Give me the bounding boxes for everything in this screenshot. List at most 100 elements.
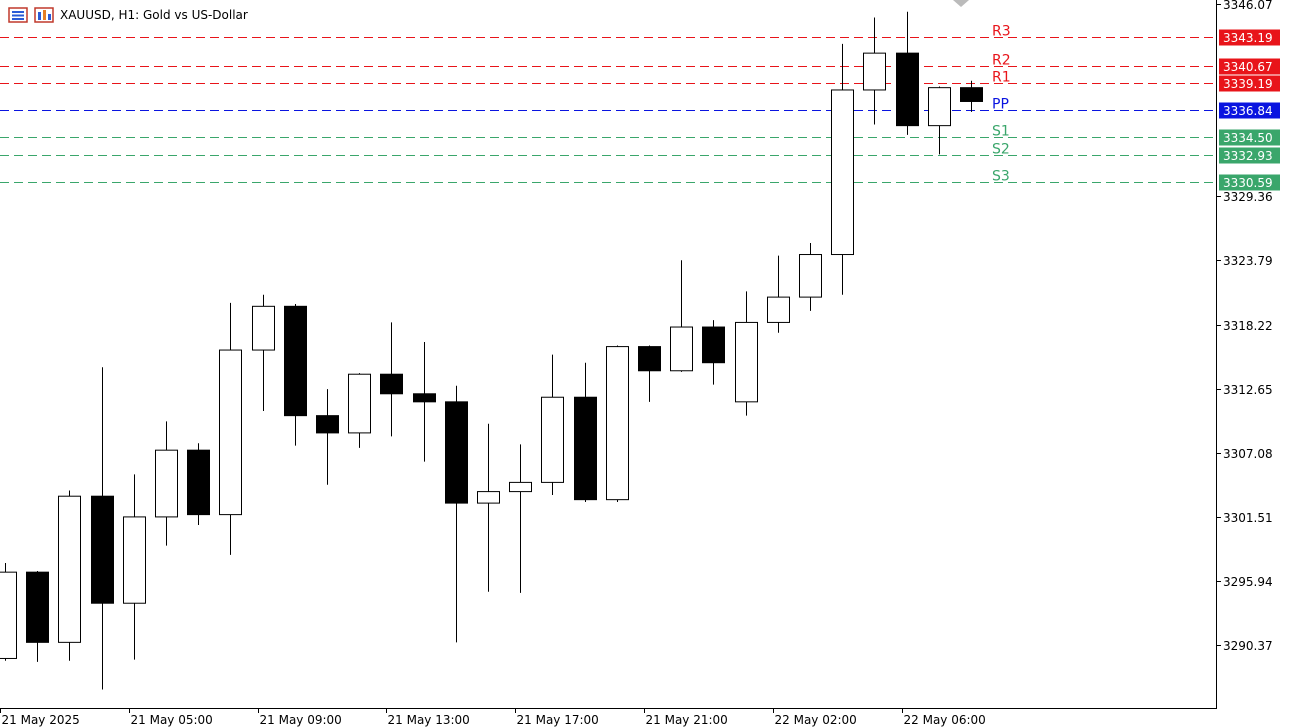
chart-icon[interactable] [8, 6, 28, 24]
candle[interactable] [445, 385, 468, 643]
candle[interactable] [380, 322, 403, 437]
level-price-text-pp: 3336.84 [1223, 104, 1273, 118]
level-label-r3: R3 [992, 24, 1011, 40]
candle[interactable] [413, 341, 436, 462]
level-label-r1: R1 [992, 70, 1011, 86]
candle[interactable] [91, 367, 114, 690]
price-tick-label: 3346.07 [1223, 0, 1273, 12]
candle-body [863, 52, 886, 91]
candle[interactable] [767, 255, 790, 333]
level-price-text-s3: 3330.59 [1223, 176, 1273, 190]
candle[interactable] [187, 443, 210, 525]
candle[interactable] [26, 571, 49, 662]
scroll-marker-icon[interactable] [953, 0, 969, 7]
candle-body [735, 321, 758, 403]
candle[interactable] [702, 320, 725, 385]
level-price-tag-r3 [1219, 29, 1280, 46]
candle-body [574, 396, 597, 501]
candle-body [187, 449, 210, 516]
candle[interactable] [509, 444, 532, 593]
candle[interactable] [735, 291, 758, 416]
candle-body [91, 495, 114, 604]
time-tick-label: 21 May 09:00 [260, 713, 342, 727]
level-label-s2: S2 [992, 142, 1010, 158]
candles [0, 11, 983, 690]
candle[interactable] [477, 423, 500, 592]
level-price-text-r2: 3340.67 [1223, 60, 1273, 74]
candle-body [541, 396, 564, 483]
price-axis[interactable]: 3346.07 3329.36 3323.79 3318.22 3312.65 3307.… [1216, 0, 1273, 653]
level-price-tag-r1 [1219, 75, 1280, 92]
candle[interactable] [348, 373, 371, 448]
candle-body [26, 571, 49, 643]
candle[interactable] [252, 294, 275, 412]
candle[interactable] [863, 17, 886, 125]
candle-body [413, 393, 436, 403]
candle-body [638, 346, 661, 372]
candle[interactable] [928, 86, 951, 155]
candle[interactable] [960, 80, 983, 112]
candle[interactable] [316, 389, 339, 485]
candle[interactable] [123, 474, 146, 660]
time-tick-label: 21 May 21:00 [646, 713, 728, 727]
candle[interactable] [831, 43, 854, 295]
chart-title-bar: XAUUSD, H1: Gold vs US-Dollar [8, 5, 248, 25]
price-tick-label: 3307.08 [1223, 447, 1273, 461]
candle[interactable] [574, 362, 597, 502]
level-label-s1: S1 [992, 124, 1010, 140]
candle-body [219, 349, 242, 516]
level-price-tag-pp [1219, 102, 1280, 119]
candle-body [831, 89, 854, 256]
candle[interactable] [799, 243, 822, 311]
level-price-tag-s1 [1219, 129, 1280, 146]
candle-body [348, 373, 371, 434]
level-price-text-s1: 3334.50 [1223, 131, 1273, 145]
candle[interactable] [541, 354, 564, 496]
level-price-text-s2: 3332.93 [1223, 149, 1273, 163]
time-axis[interactable]: 21 May 2025 21 May 05:00 21 May 09:00 21 Ma… [0, 708, 986, 727]
price-tick-label: 3312.65 [1223, 383, 1273, 397]
candle-body [896, 52, 919, 127]
level-price-tag-s3 [1219, 174, 1280, 191]
candle-body [702, 326, 725, 364]
level-label-s3: S3 [992, 169, 1010, 185]
level-price-tag-s2 [1219, 147, 1280, 164]
candle-body [58, 495, 81, 643]
price-tick-label: 3301.51 [1223, 511, 1273, 525]
level-price-tags: 3343.19 3340.67 3339.19 3336.84 3334.50 3332.… [1219, 29, 1280, 191]
candle-body [445, 401, 468, 504]
level-price-text-r1: 3339.19 [1223, 77, 1273, 91]
candle-body [960, 87, 983, 102]
time-tick-label: 21 May 2025 [2, 713, 80, 727]
symbol-title: XAUUSD, H1: Gold vs US-Dollar [60, 8, 248, 22]
level-label-r2: R2 [992, 53, 1011, 69]
level-label-pp: PP [992, 97, 1009, 113]
candle-body [477, 491, 500, 504]
price-tick-label: 3318.22 [1223, 319, 1273, 333]
candle[interactable] [155, 421, 178, 546]
symbol-icon[interactable] [34, 6, 54, 24]
time-tick-label: 22 May 02:00 [775, 713, 857, 727]
candle[interactable] [670, 260, 693, 372]
price-tick-label: 3329.36 [1223, 190, 1273, 204]
level-price-tag-r2 [1219, 58, 1280, 75]
candle-body [799, 254, 822, 298]
candle[interactable] [896, 11, 919, 135]
price-tick-label: 3295.94 [1223, 575, 1273, 589]
time-tick-label: 21 May 05:00 [131, 713, 213, 727]
candle[interactable] [284, 304, 307, 446]
candle[interactable] [638, 345, 661, 402]
candle[interactable] [0, 562, 17, 661]
candle-body [606, 346, 629, 501]
candle[interactable] [219, 302, 242, 555]
candle-body [670, 326, 693, 372]
candle[interactable] [58, 490, 81, 661]
time-tick-label: 22 May 06:00 [904, 713, 986, 727]
candle-body [284, 305, 307, 417]
candle[interactable] [606, 345, 629, 502]
candle-body [0, 571, 17, 659]
time-tick-label: 21 May 13:00 [388, 713, 470, 727]
candle-body [155, 449, 178, 518]
